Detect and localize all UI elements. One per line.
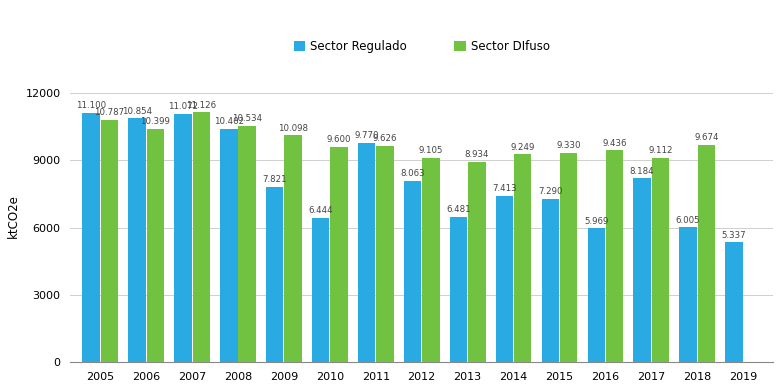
Bar <box>495 196 513 362</box>
Bar <box>698 145 715 362</box>
Bar <box>560 152 577 362</box>
Text: 9.600: 9.600 <box>327 135 351 144</box>
Text: 10.098: 10.098 <box>278 124 308 133</box>
Text: 10.534: 10.534 <box>232 114 262 123</box>
Text: 5.969: 5.969 <box>584 217 608 226</box>
Text: 7.821: 7.821 <box>262 175 287 184</box>
Text: 5.337: 5.337 <box>722 231 746 240</box>
Bar <box>285 135 302 362</box>
Text: 11.072: 11.072 <box>168 102 198 111</box>
Bar <box>422 158 440 362</box>
Bar <box>101 120 118 362</box>
Text: 6.481: 6.481 <box>446 205 471 214</box>
Text: 9.436: 9.436 <box>602 138 627 147</box>
Text: 11.100: 11.100 <box>76 101 106 110</box>
Text: 8.184: 8.184 <box>629 167 654 176</box>
Bar <box>514 154 531 362</box>
Bar <box>652 158 669 362</box>
Bar <box>587 228 605 362</box>
Bar <box>606 150 623 362</box>
Text: 6.444: 6.444 <box>308 206 333 215</box>
Text: 7.413: 7.413 <box>492 184 516 193</box>
Bar <box>725 242 743 362</box>
Bar <box>404 181 421 362</box>
Text: 8.063: 8.063 <box>400 170 425 179</box>
Bar <box>220 129 238 362</box>
Bar <box>82 113 100 362</box>
Text: 11.126: 11.126 <box>186 101 216 110</box>
Bar <box>330 147 348 362</box>
Bar <box>541 198 559 362</box>
Text: 6.005: 6.005 <box>675 216 700 225</box>
Bar <box>468 161 485 362</box>
Bar <box>679 228 697 362</box>
Bar <box>312 217 329 362</box>
Bar <box>239 126 256 362</box>
Text: 9.330: 9.330 <box>556 141 581 150</box>
Text: 7.290: 7.290 <box>538 187 562 196</box>
Text: 9.105: 9.105 <box>419 146 443 155</box>
Text: 9.770: 9.770 <box>354 131 379 140</box>
Text: 8.934: 8.934 <box>465 150 489 159</box>
Text: 10.399: 10.399 <box>140 117 170 126</box>
Text: 9.249: 9.249 <box>511 143 535 152</box>
Bar <box>174 114 192 362</box>
Bar <box>266 187 283 362</box>
Text: 10.402: 10.402 <box>214 117 244 126</box>
Bar <box>193 112 210 362</box>
Text: 9.112: 9.112 <box>648 146 673 155</box>
Bar <box>147 129 164 362</box>
Bar <box>128 118 146 362</box>
Text: 10.787: 10.787 <box>94 108 125 117</box>
Bar <box>376 146 394 362</box>
Text: 9.626: 9.626 <box>373 134 397 143</box>
Y-axis label: ktCO2e: ktCO2e <box>7 194 20 238</box>
Text: 10.854: 10.854 <box>122 107 152 116</box>
Legend: Sector Regulado, Sector DIfuso: Sector Regulado, Sector DIfuso <box>289 35 555 58</box>
Bar <box>450 217 467 362</box>
Bar <box>633 179 651 362</box>
Bar <box>358 143 375 362</box>
Text: 9.674: 9.674 <box>694 133 718 142</box>
